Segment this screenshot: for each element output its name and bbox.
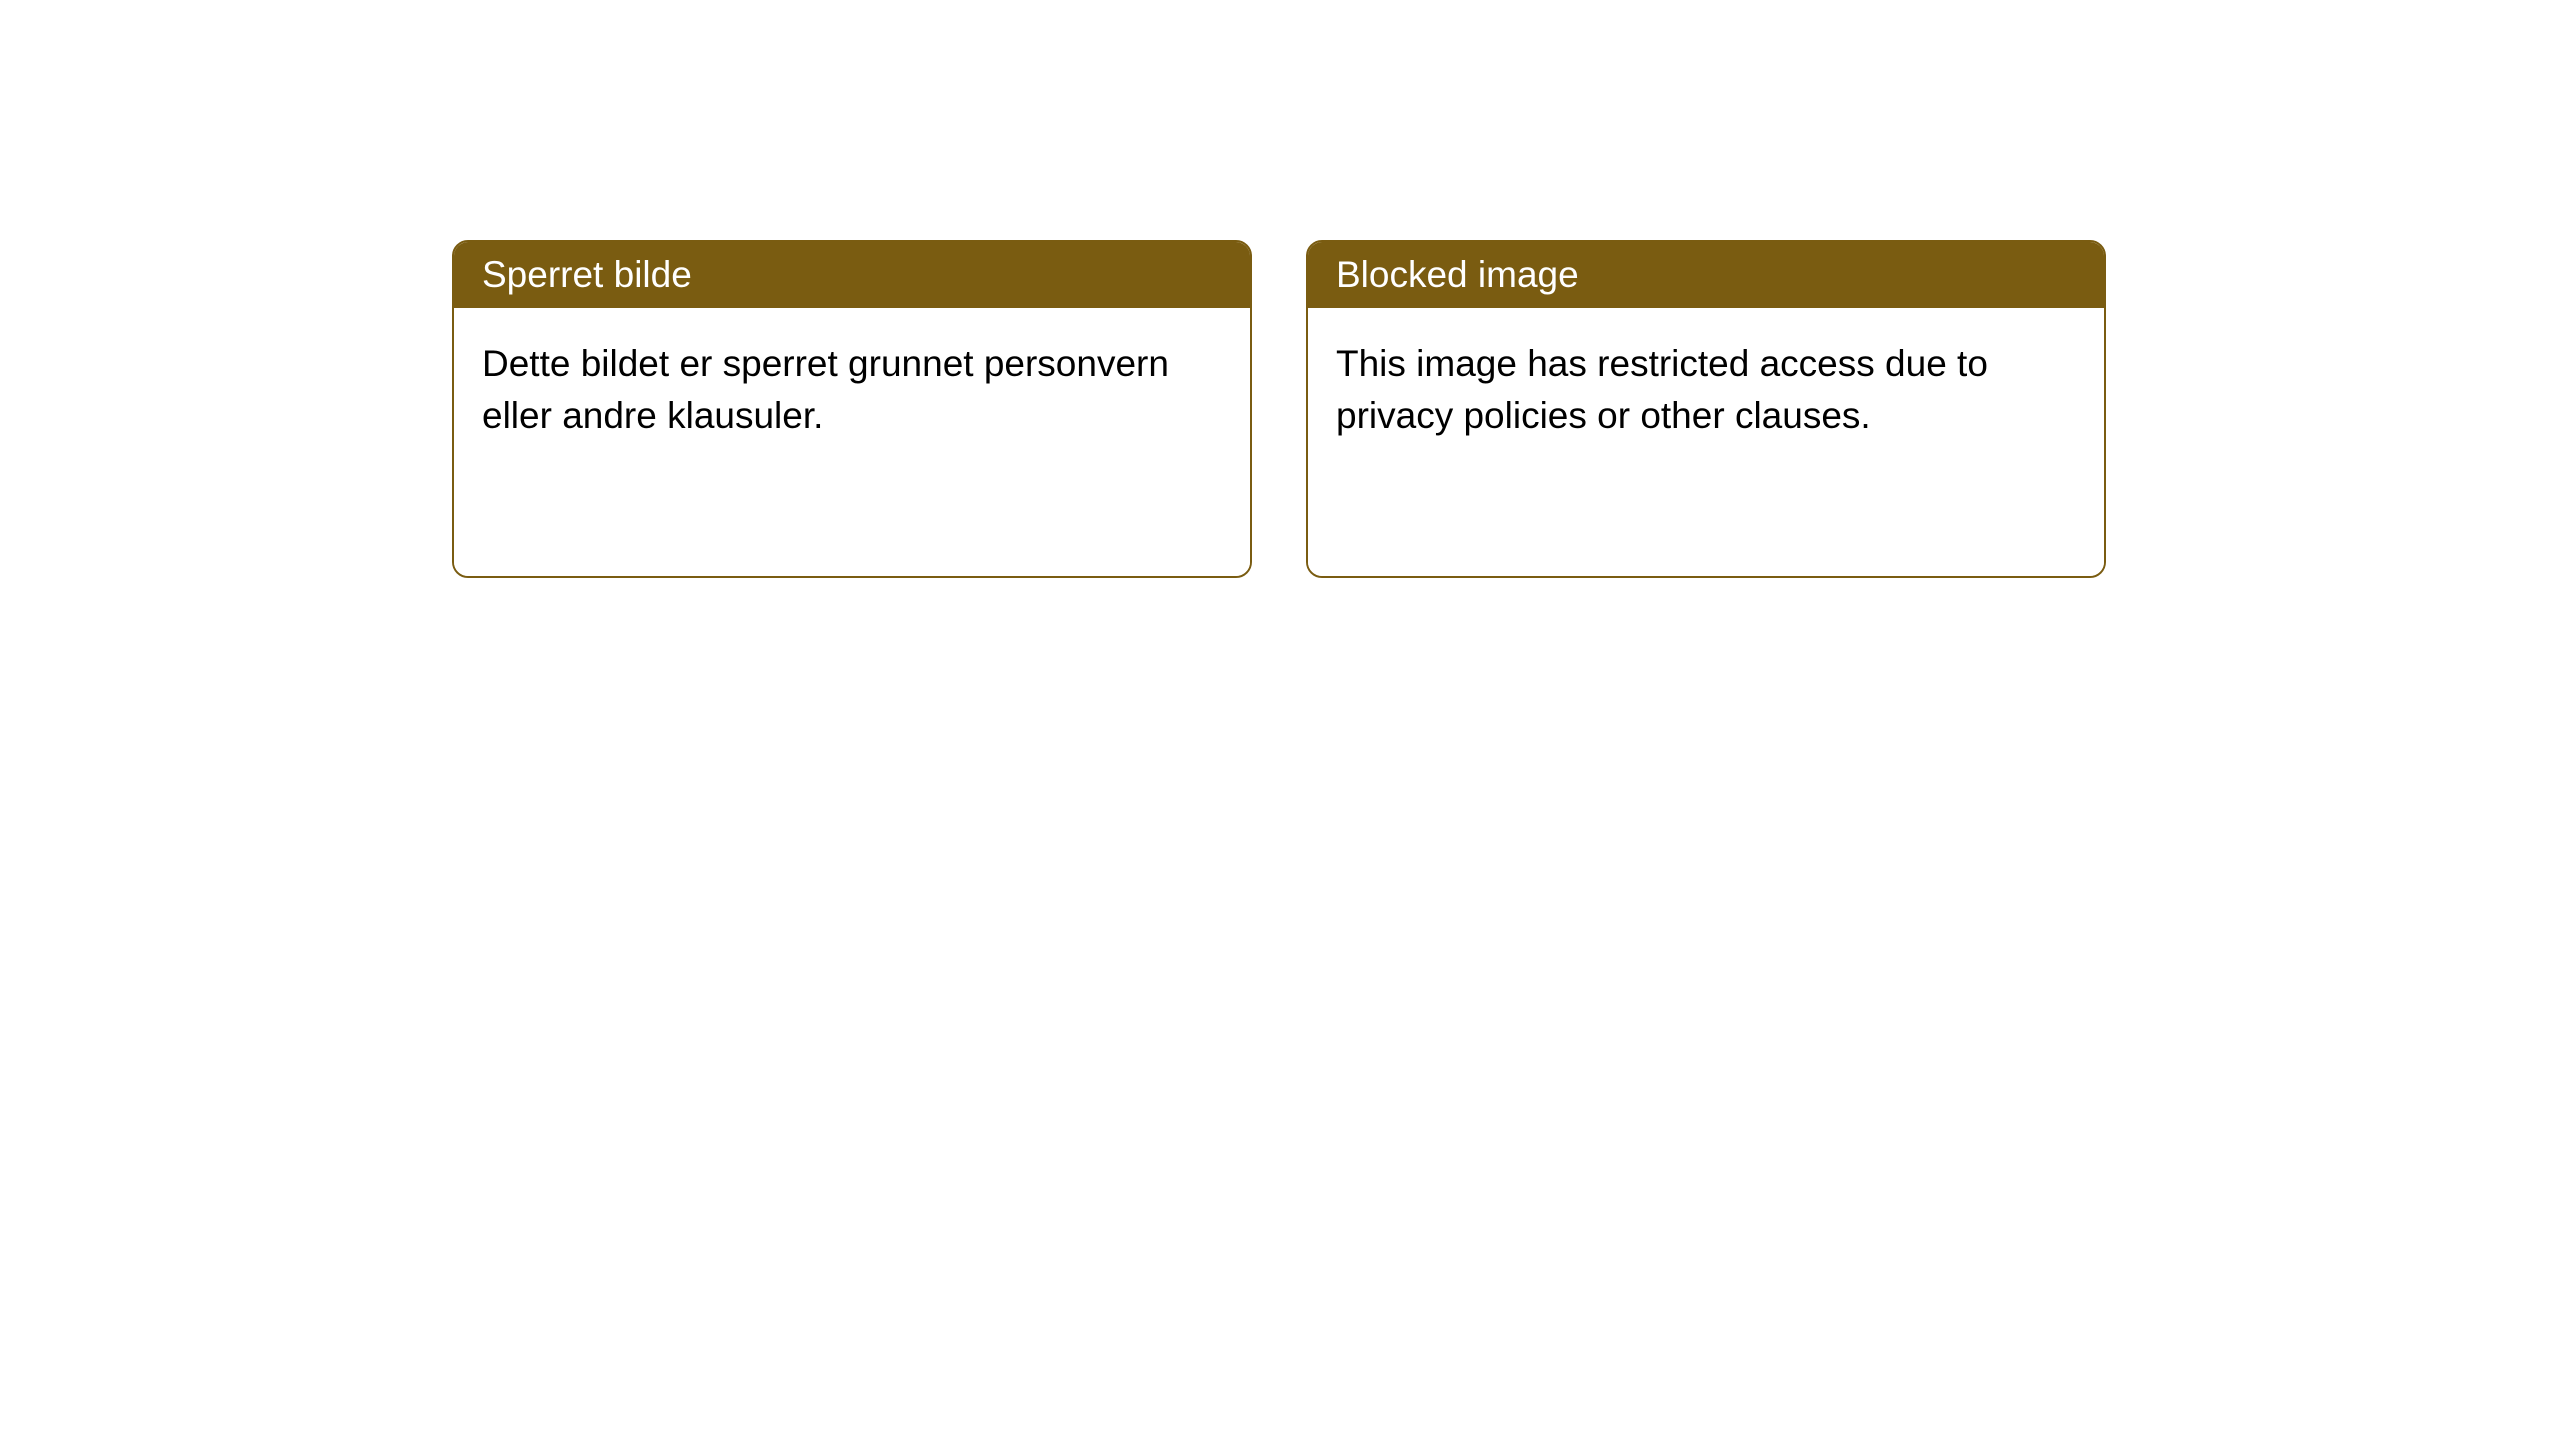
- notice-text: Dette bildet er sperret grunnet personve…: [482, 343, 1169, 436]
- notice-title: Blocked image: [1336, 254, 1579, 295]
- notice-body: Dette bildet er sperret grunnet personve…: [454, 308, 1250, 576]
- notice-card-norwegian: Sperret bilde Dette bildet er sperret gr…: [452, 240, 1252, 578]
- notice-container: Sperret bilde Dette bildet er sperret gr…: [0, 0, 2560, 578]
- notice-header: Sperret bilde: [454, 242, 1250, 308]
- notice-card-english: Blocked image This image has restricted …: [1306, 240, 2106, 578]
- notice-title: Sperret bilde: [482, 254, 692, 295]
- notice-body: This image has restricted access due to …: [1308, 308, 2104, 576]
- notice-header: Blocked image: [1308, 242, 2104, 308]
- notice-text: This image has restricted access due to …: [1336, 343, 1988, 436]
